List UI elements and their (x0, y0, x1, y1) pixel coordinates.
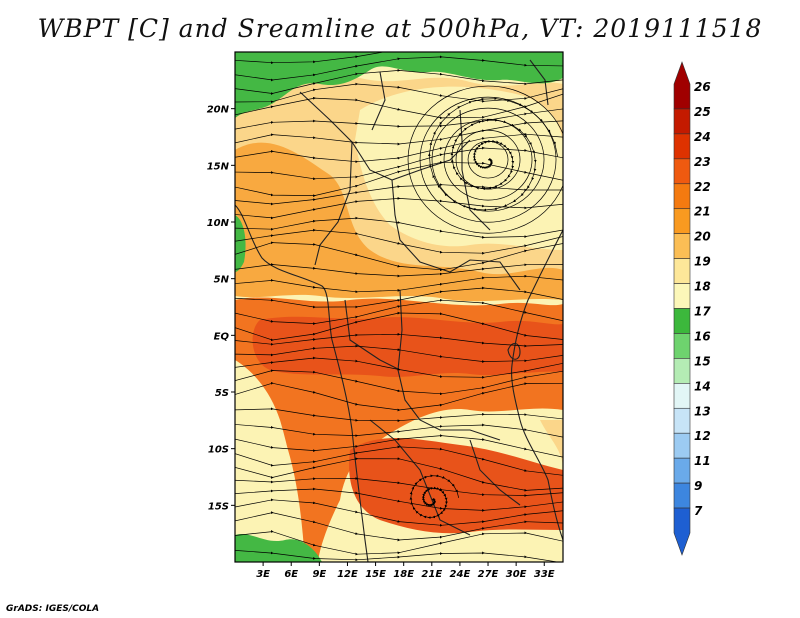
map-frame (234, 51, 564, 563)
colorbar-swatch (673, 61, 691, 110)
colorbar-swatch (673, 308, 691, 334)
border-10 (529, 59, 549, 106)
colorbar-swatch (673, 208, 691, 234)
colorbar-label: 15 (694, 354, 711, 368)
map-title: WBPT [C] and Sreamline at 500hPa, VT: 20… (37, 14, 763, 43)
longitude-axis: 3E 6E 9E 12E 15E 18E 21E 24E 27E 30E 33E (256, 562, 555, 580)
colorbar-label: 14 (694, 379, 711, 393)
light-yellow-east-edge (540, 420, 563, 470)
lon-tick-label: 15E (365, 569, 386, 580)
lon-tick-label: 9E (312, 569, 326, 580)
cyclone-spiral (427, 97, 558, 212)
colorbar-label: 16 (694, 329, 711, 343)
lon-tick-label: 21E (421, 569, 442, 580)
colorbar-swatch (673, 383, 691, 409)
colorbar-swatch (673, 283, 691, 309)
streamline-26 (235, 407, 563, 423)
colorbar-swatch (673, 183, 691, 210)
colorbar-swatch (673, 507, 691, 556)
lon-tick-label: 18E (393, 569, 414, 580)
colorbar-swatch (673, 233, 691, 259)
lon-tick-label: 30E (506, 569, 527, 580)
colorbar-label: 7 (694, 504, 703, 518)
colorbar-label: 13 (694, 404, 711, 418)
colorbar-label: 24 (694, 130, 711, 144)
colorbar-label: 19 (694, 255, 711, 269)
green-patch-west (235, 215, 246, 272)
cyclone-ring (407, 85, 563, 234)
lon-tick-label: 33E (534, 569, 555, 580)
colorbar-label: 22 (694, 180, 711, 194)
cyclone-ring (443, 118, 533, 201)
cyclone-ring (455, 129, 521, 190)
lat-tick-label: 15S (208, 501, 229, 512)
colorbar-swatch (673, 482, 691, 509)
streamline-36 (235, 550, 560, 562)
latitude-axis: 20N 15N 10N 5N EQ 5S 10S 15S (207, 105, 235, 512)
red-orange-core-equator (252, 316, 563, 377)
colorbar-label: 9 (694, 479, 702, 493)
colorbar-swatch (673, 158, 691, 185)
lat-tick-label: 10S (208, 445, 229, 456)
streamlines (235, 52, 563, 562)
cyclone-ring (431, 107, 545, 212)
lat-tick-label: 15N (207, 161, 230, 172)
cyclone-ring (467, 140, 509, 179)
colorbar-label: 12 (694, 429, 711, 443)
colorbar-swatch (673, 108, 691, 135)
colorbar-label: 11 (694, 454, 711, 468)
lat-tick-label: 5N (214, 275, 230, 286)
colorbar-swatch (673, 457, 691, 484)
lat-tick-label: 20N (207, 105, 230, 116)
colorbar-label: 23 (694, 155, 711, 169)
colorbar-label: 21 (694, 205, 711, 219)
lon-tick-label: 27E (478, 569, 499, 580)
colorbar-swatch (673, 133, 691, 160)
colorbar-swatch (673, 432, 691, 459)
lat-tick-label: 10N (207, 218, 230, 229)
colorbar-swatch (673, 407, 691, 434)
colorbar-swatch (673, 333, 691, 359)
colorbar-label: 18 (694, 280, 711, 294)
colorbar-swatch (673, 258, 691, 284)
colorbar-label: 20 (694, 230, 711, 244)
streamline-27 (235, 423, 563, 438)
lon-tick-label: 6E (284, 569, 298, 580)
southern-eddy (409, 474, 460, 519)
lon-tick-label: 3E (256, 569, 270, 580)
lat-tick-label: 5S (215, 388, 229, 399)
cyclone-ring (419, 96, 557, 223)
colorbar: 26 25 24 23 22 21 20 19 18 17 16 15 14 13 12 11 9 7 (673, 61, 711, 556)
lon-tick-label: 24E (450, 569, 471, 580)
colorbar-label: 26 (694, 80, 711, 94)
grads-credit: GrADS: IGES/COLA (6, 604, 100, 614)
colorbar-swatch (673, 358, 691, 384)
lon-tick-label: 12E (337, 569, 358, 580)
colorbar-label: 25 (694, 105, 711, 119)
colorbar-label: 17 (694, 305, 711, 319)
lat-tick-label: EQ (214, 331, 230, 342)
wbpt-field (235, 52, 563, 562)
